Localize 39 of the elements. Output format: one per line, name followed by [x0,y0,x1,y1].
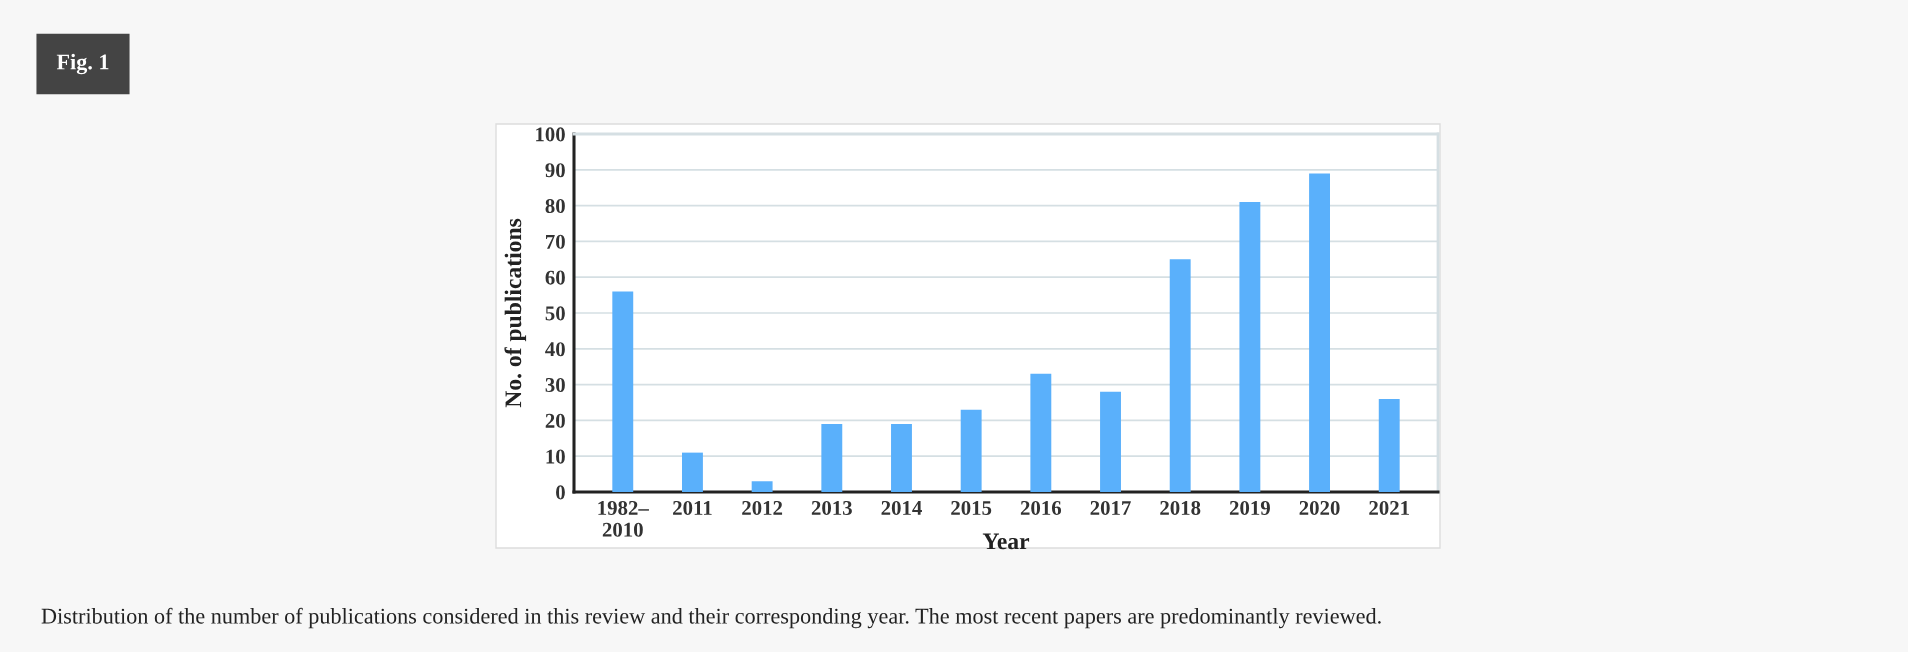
y-tick-label: 50 [545,306,565,321]
x-tick-label: 2016 [1020,500,1062,515]
x-tick-label: 2021 [1369,500,1409,515]
y-tick-label: 0 [556,485,565,500]
bar [751,481,773,492]
x-tick-label: 2014 [881,500,922,515]
x-tick-label: 2020 [1299,500,1340,515]
y-axis-title: No. of publications [504,218,527,408]
x-tick-label: 2015 [951,500,992,515]
y-tick-label: 100 [536,127,565,142]
x-tick-label: 2013 [811,500,852,515]
text: Distribution of the number of publications considered in this review and their corresponding year. The most recent papers are predominantly reviewed. [41,607,1381,629]
bar [1378,398,1400,492]
bar [1030,373,1052,492]
x-tick-label: 2017 [1090,500,1131,515]
y-tick-label: 90 [545,163,565,178]
x-axis-title: Year [982,533,1030,550]
x-tick-label: 2012 [742,500,783,515]
bar [1239,202,1261,492]
bar [1100,391,1121,492]
y-tick-label: 20 [545,413,565,428]
x-tick-label: 2019 [1229,500,1270,515]
bar [612,291,634,492]
y-tick-label: 80 [545,198,565,214]
bar [1169,259,1191,492]
bar [1309,173,1330,492]
y-tick-label: 40 [545,342,565,357]
y-tick-label: 30 [545,377,565,393]
x-tick-label: 1982– 2010 [598,500,649,537]
y-tick-label: 10 [546,449,565,464]
x-tick-label: 2018 [1160,500,1201,515]
x-tick-label: 2011 [673,500,712,515]
y-tick-label: 60 [545,270,565,285]
y-tick-label: 70 [546,234,565,249]
bar [960,409,982,492]
bar [682,452,703,492]
bar [821,423,843,492]
bar [891,423,912,492]
text: Fig. 1 [56,53,109,75]
